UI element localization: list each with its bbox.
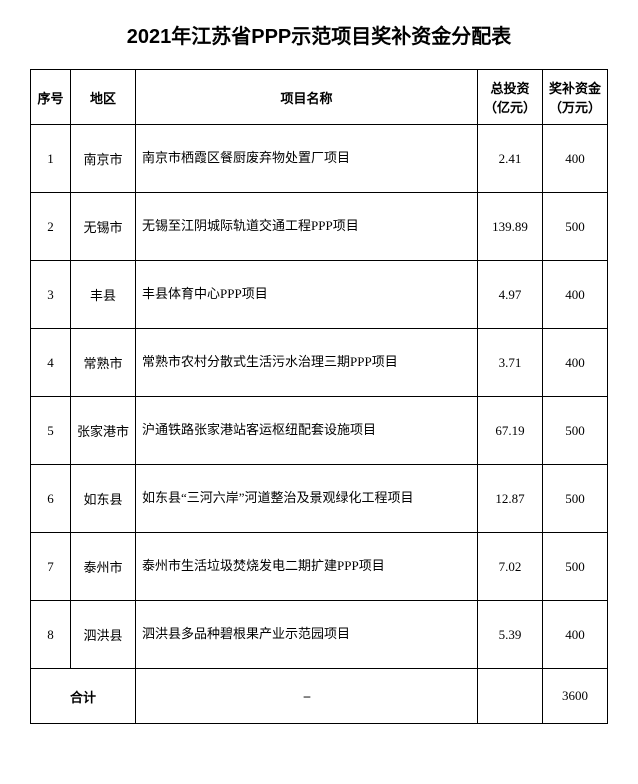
cell-investment: 67.19 xyxy=(478,397,543,465)
total-investment xyxy=(478,669,543,724)
cell-name: 泗洪县多品种碧根果产业示范园项目 xyxy=(136,601,478,669)
cell-seq: 4 xyxy=(31,329,71,397)
cell-seq: 5 xyxy=(31,397,71,465)
cell-fund: 500 xyxy=(543,533,608,601)
cell-region: 丰县 xyxy=(71,261,136,329)
header-name: 项目名称 xyxy=(136,70,478,125)
cell-region: 南京市 xyxy=(71,125,136,193)
cell-fund: 400 xyxy=(543,125,608,193)
cell-seq: 3 xyxy=(31,261,71,329)
total-label: 合计 xyxy=(31,669,136,724)
table-row: 6 如东县 如东县“三河六岸”河道整治及景观绿化工程项目 12.87 500 xyxy=(31,465,608,533)
cell-investment: 4.97 xyxy=(478,261,543,329)
cell-name: 南京市栖霞区餐厨废弃物处置厂项目 xyxy=(136,125,478,193)
table-row: 8 泗洪县 泗洪县多品种碧根果产业示范园项目 5.39 400 xyxy=(31,601,608,669)
cell-seq: 1 xyxy=(31,125,71,193)
total-name-dash: -- xyxy=(136,669,478,724)
cell-investment: 2.41 xyxy=(478,125,543,193)
cell-name: 沪通铁路张家港站客运枢纽配套设施项目 xyxy=(136,397,478,465)
table-row: 7 泰州市 泰州市生活垃圾焚烧发电二期扩建PPP项目 7.02 500 xyxy=(31,533,608,601)
cell-name: 丰县体育中心PPP项目 xyxy=(136,261,478,329)
cell-region: 常熟市 xyxy=(71,329,136,397)
header-region: 地区 xyxy=(71,70,136,125)
cell-region: 泗洪县 xyxy=(71,601,136,669)
cell-seq: 6 xyxy=(31,465,71,533)
cell-seq: 8 xyxy=(31,601,71,669)
header-seq: 序号 xyxy=(31,70,71,125)
cell-fund: 400 xyxy=(543,601,608,669)
cell-investment: 12.87 xyxy=(478,465,543,533)
cell-name: 无锡至江阴城际轨道交通工程PPP项目 xyxy=(136,193,478,261)
allocation-table: 序号 地区 项目名称 总投资（亿元） 奖补资金（万元） 1 南京市 南京市栖霞区… xyxy=(30,69,608,724)
cell-seq: 2 xyxy=(31,193,71,261)
table-row: 2 无锡市 无锡至江阴城际轨道交通工程PPP项目 139.89 500 xyxy=(31,193,608,261)
cell-region: 无锡市 xyxy=(71,193,136,261)
cell-investment: 3.71 xyxy=(478,329,543,397)
cell-fund: 500 xyxy=(543,397,608,465)
table-row: 5 张家港市 沪通铁路张家港站客运枢纽配套设施项目 67.19 500 xyxy=(31,397,608,465)
cell-name: 常熟市农村分散式生活污水治理三期PPP项目 xyxy=(136,329,478,397)
cell-name: 如东县“三河六岸”河道整治及景观绿化工程项目 xyxy=(136,465,478,533)
cell-fund: 400 xyxy=(543,329,608,397)
table-row: 3 丰县 丰县体育中心PPP项目 4.97 400 xyxy=(31,261,608,329)
cell-region: 张家港市 xyxy=(71,397,136,465)
table-row: 4 常熟市 常熟市农村分散式生活污水治理三期PPP项目 3.71 400 xyxy=(31,329,608,397)
header-fund: 奖补资金（万元） xyxy=(543,70,608,125)
cell-investment: 5.39 xyxy=(478,601,543,669)
cell-region: 如东县 xyxy=(71,465,136,533)
cell-name: 泰州市生活垃圾焚烧发电二期扩建PPP项目 xyxy=(136,533,478,601)
header-investment: 总投资（亿元） xyxy=(478,70,543,125)
total-fund: 3600 xyxy=(543,669,608,724)
table-header-row: 序号 地区 项目名称 总投资（亿元） 奖补资金（万元） xyxy=(31,70,608,125)
cell-fund: 500 xyxy=(543,193,608,261)
table-total-row: 合计 -- 3600 xyxy=(31,669,608,724)
table-row: 1 南京市 南京市栖霞区餐厨废弃物处置厂项目 2.41 400 xyxy=(31,125,608,193)
cell-region: 泰州市 xyxy=(71,533,136,601)
cell-fund: 500 xyxy=(543,465,608,533)
cell-investment: 139.89 xyxy=(478,193,543,261)
cell-investment: 7.02 xyxy=(478,533,543,601)
cell-fund: 400 xyxy=(543,261,608,329)
cell-seq: 7 xyxy=(31,533,71,601)
page-title: 2021年江苏省PPP示范项目奖补资金分配表 xyxy=(30,20,608,49)
